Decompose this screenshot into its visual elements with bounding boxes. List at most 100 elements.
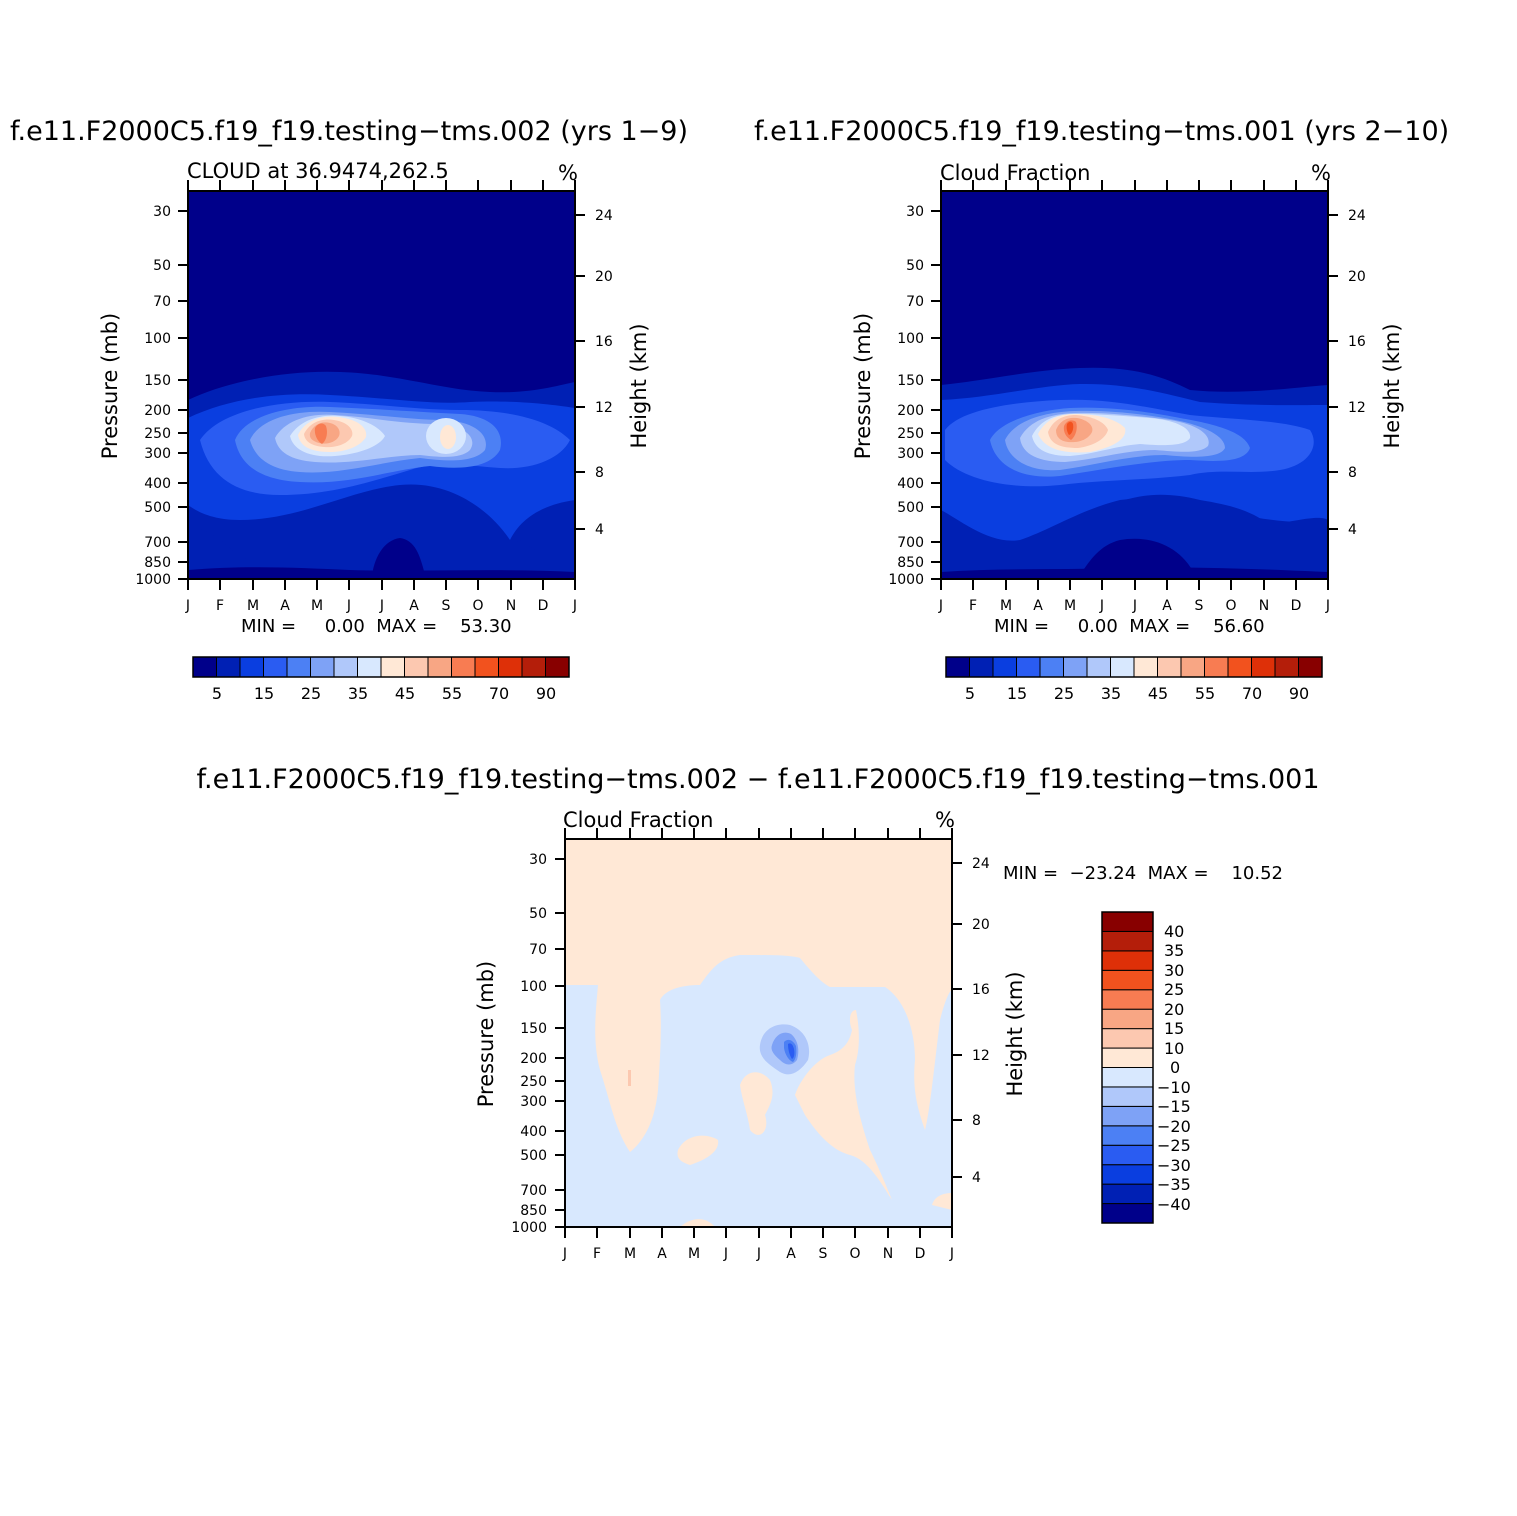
- panel-c-title: f.e11.F2000C5.f19_f19.testing−tms.002 − …: [196, 764, 1319, 795]
- panel-c-colorbar: 40 35 30 25 20 15 10 0 −10 −15 −20 −25 −…: [1101, 911, 1191, 1224]
- panel-a-yr-label: 20: [595, 269, 613, 285]
- panel-a-x-label: D: [538, 598, 549, 614]
- panel-a-x-label: S: [442, 598, 451, 614]
- colorbar-swatch: [1101, 1203, 1154, 1224]
- colorbar-swatch: [1101, 969, 1154, 991]
- colorbar-swatch: [1157, 656, 1182, 678]
- panel-c-y-label: 150: [520, 1021, 547, 1037]
- panel-b-cb-label: 45: [1148, 684, 1168, 703]
- panel-c-yr-label: 20: [972, 917, 990, 933]
- panel-c-cb-label: −15: [1157, 1097, 1191, 1116]
- panel-b-field: [941, 191, 1328, 579]
- colorbar-swatch: [1227, 656, 1252, 678]
- panel-c-x-label: J: [723, 1246, 728, 1262]
- panel-a-cb-label: 25: [301, 684, 321, 703]
- panel-c-y-right: 24 20 16 12 8 4: [952, 856, 990, 1186]
- panel-c-cb-label: −35: [1157, 1175, 1191, 1194]
- panel-a-x-label: A: [280, 598, 290, 614]
- panel-a-x-label: J: [572, 598, 577, 614]
- panel-b-y-label: 100: [897, 331, 924, 347]
- panel-c-positive-blob-3: [680, 1219, 715, 1227]
- panel-b-y-label: 1000: [888, 572, 924, 588]
- panel-c-ylabel: Pressure (mb): [474, 961, 498, 1108]
- panel-a-field: [188, 191, 575, 579]
- colorbar-swatch: [216, 656, 241, 678]
- panel-b-y-label: 70: [906, 294, 924, 310]
- panel-a-contour-55: [314, 423, 327, 444]
- panel-c-y-label: 400: [520, 1124, 547, 1140]
- panel-b-y-label: 300: [897, 446, 924, 462]
- panel-a-y-label: 850: [144, 555, 171, 571]
- colorbar-swatch: [333, 656, 358, 678]
- colorbar-swatch: [1101, 989, 1154, 1010]
- panel-c-yr-label: 16: [972, 982, 990, 998]
- panel-c-cb-label: 20: [1164, 1000, 1184, 1019]
- panel-a-ylabel-right: Height (km): [627, 323, 651, 448]
- colorbar-swatch: [1101, 1028, 1154, 1049]
- panel-b-y-label: 200: [897, 403, 924, 419]
- panel-c-cb-label: 30: [1164, 961, 1184, 980]
- panel-c-subtitle: Cloud Fraction: [563, 808, 714, 832]
- panel-a-stats: MIN = 0.00 MAX = 53.30: [241, 616, 512, 637]
- panel-b-x-label: F: [969, 598, 977, 614]
- panel-c-y-label: 700: [520, 1183, 547, 1199]
- colorbar-swatch: [1204, 656, 1229, 678]
- colorbar-swatch: [992, 656, 1017, 678]
- colorbar-swatch: [969, 656, 994, 678]
- panel-a-y-label: 1000: [135, 572, 171, 588]
- panel-b-x-label: M: [1000, 598, 1012, 614]
- panel-c-x-label: A: [786, 1246, 796, 1262]
- panel-b-ylabel: Pressure (mb): [851, 313, 875, 460]
- colorbar-swatch: [1063, 656, 1088, 678]
- panel-b-y-label: 50: [906, 258, 924, 274]
- panel-a-title: f.e11.F2000C5.f19_f19.testing−tms.002 (y…: [10, 116, 688, 147]
- panel-c-stats: MIN = −23.24 MAX = 10.52: [1003, 863, 1283, 884]
- panel-c-cb-label: −10: [1157, 1078, 1191, 1097]
- panel-c-positive-streak: [628, 1070, 631, 1086]
- colorbar-swatch: [1101, 1047, 1154, 1068]
- colorbar-swatch: [1101, 1008, 1154, 1030]
- colorbar-swatch: [474, 656, 499, 678]
- panel-a-x-ticks: [187, 180, 576, 590]
- panel-b-cb-label: 35: [1101, 684, 1121, 703]
- panel-b-x-label: A: [1162, 598, 1172, 614]
- panel-b-yr-label: 12: [1348, 400, 1366, 416]
- panel-a-y-left: 30 50 70 100 150 200 250 300 400 500 700…: [135, 204, 188, 588]
- panel-b-x-label: O: [1225, 598, 1236, 614]
- panel-c-cb-label: 15: [1164, 1019, 1184, 1038]
- panel-c-positive-blob: [740, 1072, 773, 1135]
- colorbar-swatch: [1101, 1144, 1154, 1166]
- colorbar-swatch: [1101, 1086, 1154, 1107]
- panel-c-y-label: 50: [529, 906, 547, 922]
- panel-b-colorbar-swatches: [945, 656, 1323, 678]
- panel-b-x-label: A: [1033, 598, 1043, 614]
- panel-c-positive-lobe: [795, 1010, 892, 1200]
- panel-a-y-label: 100: [144, 331, 171, 347]
- panel-c-x-label: J: [949, 1246, 954, 1262]
- colorbar-swatch: [357, 656, 382, 678]
- panel-b-y-label: 30: [906, 204, 924, 220]
- colorbar-swatch: [1298, 656, 1323, 678]
- panel-b-yr-label: 4: [1348, 522, 1357, 538]
- panel-c-ylabel-right: Height (km): [1003, 971, 1027, 1096]
- colorbar-swatch: [1101, 950, 1154, 971]
- panel-b-yr-label: 24: [1348, 208, 1366, 224]
- panel-b-x-label: S: [1195, 598, 1204, 614]
- colorbar-swatch: [521, 656, 546, 678]
- panel-c-x-label: N: [883, 1246, 893, 1262]
- panel-a-low-core: [372, 538, 425, 575]
- panel-a-x-label: A: [409, 598, 419, 614]
- panel-c-y-label: 200: [520, 1051, 547, 1067]
- panel-b-x-label: J: [1132, 598, 1137, 614]
- panel-c-x-label: M: [688, 1246, 700, 1262]
- panel-c-yr-label: 24: [972, 856, 990, 872]
- panel-b-cb-label: 15: [1007, 684, 1027, 703]
- panel-b-surface-band: [941, 567, 1328, 579]
- panel-b-ylabel-right: Height (km): [1380, 323, 1404, 448]
- panel-c-y-label: 100: [520, 979, 547, 995]
- colorbar-swatch: [1101, 1105, 1154, 1127]
- panel-b-cb-label: 5: [965, 684, 975, 703]
- panel-b-x-labels: J F M A M J J A S O N D J: [938, 598, 1330, 614]
- panel-b-stats: MIN = 0.00 MAX = 56.60: [994, 616, 1265, 637]
